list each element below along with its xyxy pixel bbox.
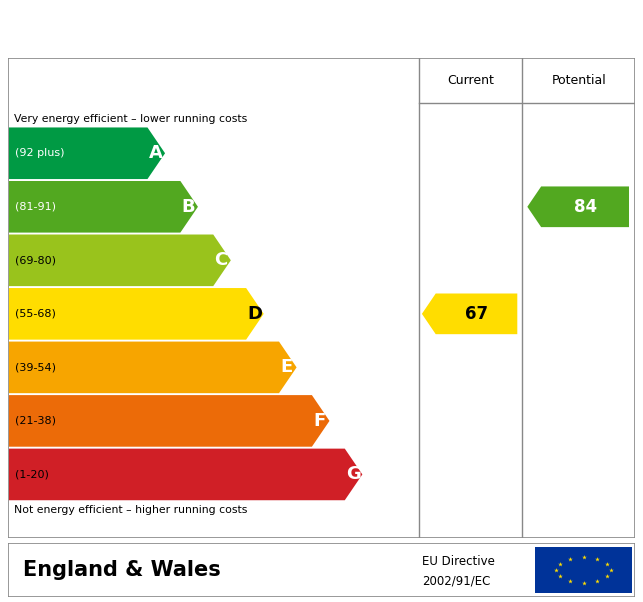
Text: C: C: [215, 251, 228, 269]
Polygon shape: [422, 294, 518, 334]
Polygon shape: [9, 341, 296, 393]
Text: F: F: [313, 412, 325, 430]
Text: D: D: [248, 305, 262, 323]
Polygon shape: [9, 395, 329, 447]
Text: E: E: [280, 358, 293, 376]
Bar: [535, 547, 632, 593]
Text: A: A: [149, 144, 163, 163]
Text: 67: 67: [465, 305, 488, 323]
Polygon shape: [9, 181, 198, 232]
Text: B: B: [181, 198, 195, 216]
Text: Potential: Potential: [552, 74, 606, 87]
Text: (39-54): (39-54): [15, 362, 56, 373]
Text: G: G: [346, 465, 361, 483]
Text: Very energy efficient – lower running costs: Very energy efficient – lower running co…: [14, 114, 248, 123]
Text: (1-20): (1-20): [15, 470, 49, 479]
Text: Not energy efficient – higher running costs: Not energy efficient – higher running co…: [14, 505, 248, 515]
Text: England & Wales: England & Wales: [23, 560, 221, 580]
Text: Current: Current: [447, 74, 494, 87]
Text: Energy Efficiency Rating: Energy Efficiency Rating: [26, 14, 371, 39]
Text: (69-80): (69-80): [15, 255, 56, 265]
Text: (92 plus): (92 plus): [15, 148, 65, 158]
Polygon shape: [9, 288, 264, 340]
Text: 2002/91/EC: 2002/91/EC: [422, 574, 490, 588]
Polygon shape: [527, 187, 629, 227]
Text: EU Directive: EU Directive: [422, 556, 494, 568]
Text: (55-68): (55-68): [15, 309, 56, 319]
Polygon shape: [9, 448, 363, 500]
Text: (81-91): (81-91): [15, 202, 56, 212]
Text: 84: 84: [574, 198, 597, 216]
Polygon shape: [9, 235, 231, 286]
Polygon shape: [9, 128, 165, 179]
Text: (21-38): (21-38): [15, 416, 56, 426]
